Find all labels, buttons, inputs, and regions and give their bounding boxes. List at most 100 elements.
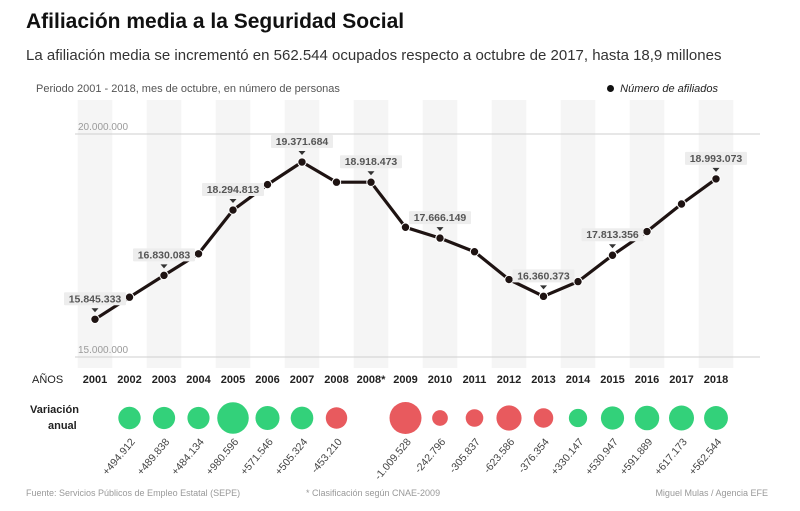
point-label-marker <box>436 227 444 232</box>
footnote: * Clasificación según CNAE-2009 <box>306 488 441 498</box>
data-point <box>469 247 480 257</box>
point-label-bg <box>64 292 126 306</box>
x-axis-years: AÑOS 2001 2002 2003 2004 2005 2006 2007 2008 2008… <box>32 373 728 386</box>
data-point <box>642 226 652 237</box>
variation-bubble <box>600 406 625 430</box>
point-label-bg <box>409 211 471 225</box>
year-label: 2016 <box>635 374 659 386</box>
legend: Número de afiliados <box>607 83 718 95</box>
variation-value-label: -623.586 <box>481 436 517 476</box>
variation-bubble <box>290 406 314 430</box>
data-point <box>90 314 100 324</box>
data-point <box>159 270 169 281</box>
variation-bubble <box>568 408 588 428</box>
point-label: 17.666.149 <box>414 212 467 224</box>
year-label: 2004 <box>186 374 211 386</box>
point-label-marker <box>712 167 720 172</box>
year-label: 2008 <box>324 374 348 386</box>
point-label-marker <box>367 171 375 176</box>
year-label: 2013 <box>531 374 555 386</box>
point-label-marker <box>160 264 168 269</box>
point-label-bg <box>581 228 644 242</box>
variation-bubble <box>217 402 249 434</box>
point-label: 18.993.073 <box>690 153 743 165</box>
chart-title: Afiliación media a la Seguridad Social <box>26 10 405 33</box>
year-label: 2003 <box>152 374 176 386</box>
variation-value-label: -376.354 <box>516 436 552 476</box>
point-label-marker <box>91 308 99 313</box>
point-label: 16.360.373 <box>517 270 570 282</box>
series-points <box>90 157 721 324</box>
year-label: 2008* <box>357 374 386 386</box>
year-label: 2015 <box>600 374 624 386</box>
year-band <box>353 100 389 368</box>
data-point <box>607 250 618 260</box>
data-point <box>366 177 376 187</box>
point-label-bg <box>133 248 195 262</box>
credit: Miguel Mulas / Agencia EFE <box>655 488 768 498</box>
variation-bubble <box>432 410 448 426</box>
year-band <box>215 100 251 368</box>
variation-value-label: +530.947 <box>583 436 621 478</box>
variation-bubble <box>152 406 176 430</box>
data-point <box>538 291 549 302</box>
variation-bubble <box>325 407 348 429</box>
year-label: 2005 <box>221 374 245 386</box>
gridlines: 20.000.000 15.000.000 <box>75 122 760 358</box>
variation-value-label: -453.210 <box>309 436 345 476</box>
point-label-marker <box>540 285 547 290</box>
point-label-marker <box>609 244 616 249</box>
year-label: 2007 <box>290 374 314 386</box>
point-label-bg <box>512 269 575 283</box>
variation-value-label: +489.838 <box>135 436 173 478</box>
point-label: 15.845.333 <box>69 293 122 305</box>
point-label-bg <box>202 183 264 197</box>
variation-value-label: +484.134 <box>169 436 207 478</box>
variation-value-label: -1.009.528 <box>372 436 414 482</box>
point-label: 17.813.356 <box>586 229 639 241</box>
variation-bubble <box>668 405 695 431</box>
variation-bubble <box>255 405 280 431</box>
year-label: 2002 <box>117 374 141 386</box>
variation-label-annual: anual <box>48 420 77 432</box>
variation-bubble <box>634 405 660 431</box>
variation-value-label: -242.796 <box>412 436 448 476</box>
legend-label: Número de afiliados <box>620 83 718 95</box>
data-point <box>262 179 273 190</box>
data-point <box>124 292 135 302</box>
year-band <box>491 100 527 368</box>
year-band <box>146 100 182 368</box>
year-label: 2017 <box>669 374 693 386</box>
year-label: 2010 <box>428 374 452 386</box>
year-label: 2011 <box>463 374 487 386</box>
variation-value-label: +571.546 <box>238 436 276 478</box>
point-label: 18.918.473 <box>345 156 398 168</box>
period-note: Periodo 2001 - 2018, mes de octubre, en … <box>36 83 340 95</box>
variation-value-label: +494.912 <box>100 436 138 478</box>
variation-labels: +494.912+489.838+484.134+980.596+571.546… <box>100 436 724 482</box>
years-axis-label: AÑOS <box>32 373 63 386</box>
point-label-marker <box>298 151 306 156</box>
year-label: 2009 <box>393 374 417 386</box>
year-band <box>77 100 113 368</box>
variation-value-label: +617.173 <box>652 436 690 478</box>
data-point <box>504 274 514 285</box>
data-point <box>711 174 721 184</box>
variation-value-label: +980.596 <box>204 436 242 478</box>
year-label: 2012 <box>497 374 521 386</box>
year-label: 2006 <box>255 374 279 386</box>
point-label-bg <box>685 151 747 165</box>
legend-marker <box>607 84 615 92</box>
point-labels: 15.845.333 16.830.083 18.294.813 19.371.684… <box>64 135 747 313</box>
variation-bubble <box>389 402 422 434</box>
data-point <box>297 157 307 167</box>
variation-bubble <box>533 408 554 428</box>
year-band <box>698 100 734 368</box>
chart-subtitle: La afiliación media se incrementó en 562… <box>26 47 722 64</box>
year-label: 2014 <box>566 374 591 386</box>
variation-bubble <box>496 405 522 431</box>
y-tick-label: 15.000.000 <box>78 345 128 356</box>
variation-bubble <box>187 406 210 430</box>
data-point <box>435 233 445 243</box>
